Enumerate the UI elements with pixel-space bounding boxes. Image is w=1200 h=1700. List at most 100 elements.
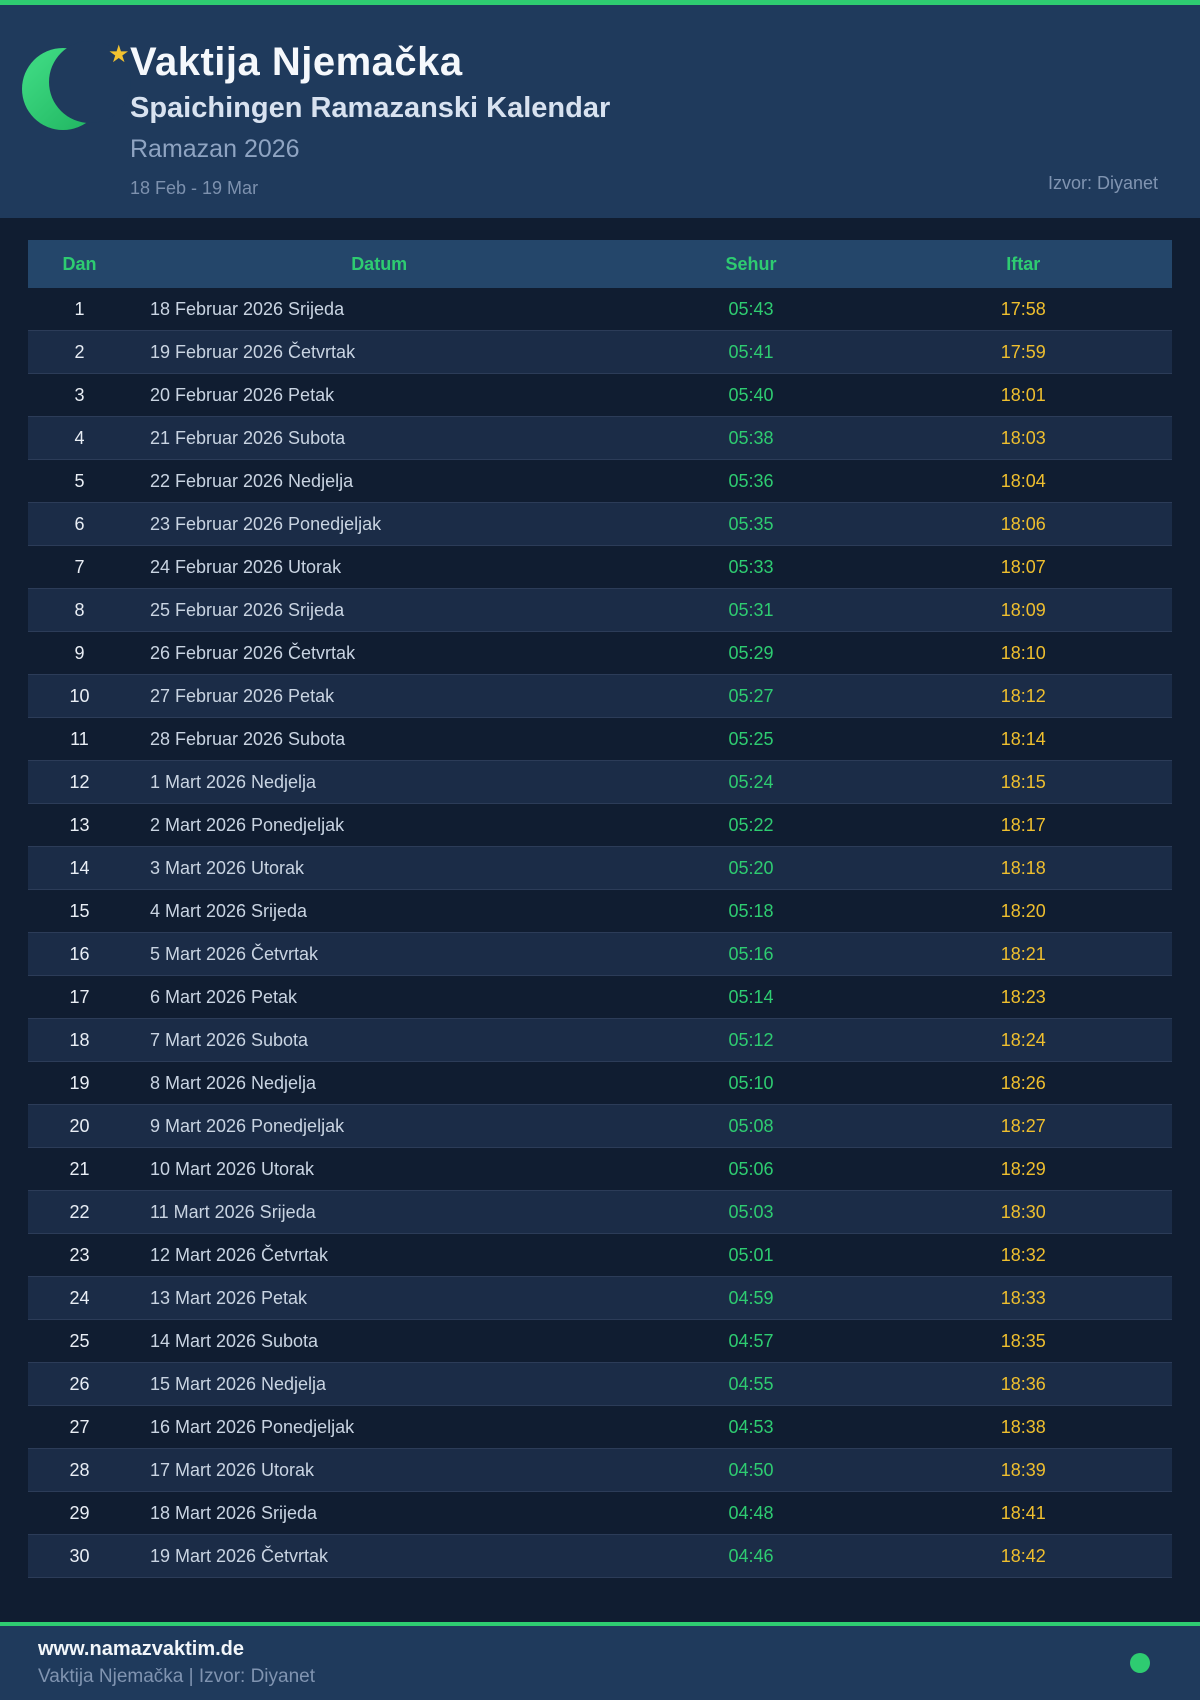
cell-datum: 15 Mart 2026 Nedjelja: [130, 1362, 628, 1406]
cell-sehur: 05:22: [627, 803, 875, 847]
cell-iftar: 18:21: [874, 932, 1172, 976]
table-row: 4 21 Februar 2026 Subota 05:38 18:03: [28, 416, 1172, 460]
cell-iftar: 18:10: [874, 631, 1172, 675]
table-row: 10 27 Februar 2026 Petak 05:27 18:12: [28, 674, 1172, 718]
cell-datum: 17 Mart 2026 Utorak: [130, 1448, 628, 1492]
cell-datum: 16 Mart 2026 Ponedjeljak: [130, 1405, 628, 1449]
cell-dan: 23: [28, 1233, 131, 1277]
table-row: 27 16 Mart 2026 Ponedjeljak 04:53 18:38: [28, 1405, 1172, 1449]
cell-sehur: 05:27: [627, 674, 875, 718]
cell-sehur: 05:10: [627, 1061, 875, 1105]
table-row: 15 4 Mart 2026 Srijeda 05:18 18:20: [28, 889, 1172, 933]
cell-dan: 12: [28, 760, 131, 804]
cell-iftar: 18:38: [874, 1405, 1172, 1449]
cell-datum: 9 Mart 2026 Ponedjeljak: [130, 1104, 628, 1148]
table-row: 18 7 Mart 2026 Subota 05:12 18:24: [28, 1018, 1172, 1062]
cell-dan: 22: [28, 1190, 131, 1234]
cell-iftar: 18:24: [874, 1018, 1172, 1062]
cell-dan: 1: [28, 288, 131, 331]
cell-datum: 7 Mart 2026 Subota: [130, 1018, 628, 1062]
cell-iftar: 18:32: [874, 1233, 1172, 1277]
table-body: 1 18 Februar 2026 Srijeda 05:43 17:58 2 19 Fe…: [28, 288, 1172, 1578]
cell-iftar: 18:42: [874, 1534, 1172, 1578]
cell-iftar: 18:09: [874, 588, 1172, 632]
cell-sehur: 04:55: [627, 1362, 875, 1406]
cell-sehur: 05:16: [627, 932, 875, 976]
cell-iftar: 18:36: [874, 1362, 1172, 1406]
footer-tagline: Vaktija Njemačka | Izvor: Diyanet: [38, 1666, 316, 1687]
cell-datum: 24 Februar 2026 Utorak: [130, 545, 628, 589]
cell-sehur: 04:48: [627, 1491, 875, 1535]
cell-dan: 6: [28, 502, 131, 546]
cell-datum: 19 Mart 2026 Četvrtak: [130, 1534, 628, 1578]
cell-datum: 22 Februar 2026 Nedjelja: [130, 459, 628, 503]
cell-sehur: 05:40: [627, 373, 875, 417]
cell-sehur: 05:03: [627, 1190, 875, 1234]
cell-datum: 23 Februar 2026 Ponedjeljak: [130, 502, 628, 546]
table-row: 29 18 Mart 2026 Srijeda 04:48 18:41: [28, 1491, 1172, 1535]
cell-dan: 24: [28, 1276, 131, 1320]
cell-dan: 20: [28, 1104, 131, 1148]
cell-datum: 1 Mart 2026 Nedjelja: [130, 760, 628, 804]
page-header: ★ Vaktija Njemačka Spaichingen Ramazansk…: [0, 5, 1200, 218]
cell-datum: 13 Mart 2026 Petak: [130, 1276, 628, 1320]
cell-sehur: 05:41: [627, 330, 875, 374]
calendar-table-section: Dan Datum Sehur Iftar 1 18 Februar 2026 S…: [28, 240, 1172, 1578]
cell-datum: 20 Februar 2026 Petak: [130, 373, 628, 417]
cell-sehur: 05:18: [627, 889, 875, 933]
cell-sehur: 05:01: [627, 1233, 875, 1277]
cell-sehur: 05:43: [627, 288, 875, 331]
table-row: 16 5 Mart 2026 Četvrtak 05:16 18:21: [28, 932, 1172, 976]
cell-iftar: 18:01: [874, 373, 1172, 417]
cell-iftar: 18:35: [874, 1319, 1172, 1363]
cell-dan: 27: [28, 1405, 131, 1449]
cell-iftar: 17:58: [874, 288, 1172, 331]
cell-dan: 8: [28, 588, 131, 632]
cell-iftar: 18:23: [874, 975, 1172, 1019]
page-title: Vaktija Njemačka: [130, 40, 463, 84]
cell-dan: 10: [28, 674, 131, 718]
cell-datum: 18 Februar 2026 Srijeda: [130, 288, 628, 331]
cell-iftar: 18:17: [874, 803, 1172, 847]
cell-iftar: 18:14: [874, 717, 1172, 761]
cell-datum: 21 Februar 2026 Subota: [130, 416, 628, 460]
cell-datum: 3 Mart 2026 Utorak: [130, 846, 628, 890]
table-row: 21 10 Mart 2026 Utorak 05:06 18:29: [28, 1147, 1172, 1191]
cell-iftar: 18:29: [874, 1147, 1172, 1191]
cell-datum: 11 Mart 2026 Srijeda: [130, 1190, 628, 1234]
cell-sehur: 05:24: [627, 760, 875, 804]
column-header-dan: Dan: [28, 240, 131, 288]
cell-dan: 18: [28, 1018, 131, 1062]
cell-sehur: 05:06: [627, 1147, 875, 1191]
footer-text-block: www.namazvaktim.de Vaktija Njemačka | Iz…: [38, 1638, 315, 1688]
cell-dan: 9: [28, 631, 131, 675]
table-row: 2 19 Februar 2026 Četvrtak 05:41 17:59: [28, 330, 1172, 374]
cell-dan: 25: [28, 1319, 131, 1363]
cell-datum: 8 Mart 2026 Nedjelja: [130, 1061, 628, 1105]
cell-dan: 26: [28, 1362, 131, 1406]
cell-iftar: 18:30: [874, 1190, 1172, 1234]
cell-sehur: 05:35: [627, 502, 875, 546]
table-row: 25 14 Mart 2026 Subota 04:57 18:35: [28, 1319, 1172, 1363]
table-row: 3 20 Februar 2026 Petak 05:40 18:01: [28, 373, 1172, 417]
cell-datum: 4 Mart 2026 Srijeda: [130, 889, 628, 933]
cell-sehur: 04:59: [627, 1276, 875, 1320]
crescent-moon-shape: [22, 41, 131, 130]
cell-dan: 29: [28, 1491, 131, 1535]
cell-dan: 3: [28, 373, 131, 417]
cell-datum: 6 Mart 2026 Petak: [130, 975, 628, 1019]
table-row: 26 15 Mart 2026 Nedjelja 04:55 18:36: [28, 1362, 1172, 1406]
cell-datum: 10 Mart 2026 Utorak: [130, 1147, 628, 1191]
cell-datum: 25 Februar 2026 Srijeda: [130, 588, 628, 632]
cell-sehur: 05:12: [627, 1018, 875, 1062]
table-row: 28 17 Mart 2026 Utorak 04:50 18:39: [28, 1448, 1172, 1492]
prayer-times-table: Dan Datum Sehur Iftar 1 18 Februar 2026 S…: [28, 240, 1172, 1578]
table-row: 22 11 Mart 2026 Srijeda 05:03 18:30: [28, 1190, 1172, 1234]
cell-datum: 18 Mart 2026 Srijeda: [130, 1491, 628, 1535]
cell-sehur: 05:14: [627, 975, 875, 1019]
cell-iftar: 18:07: [874, 545, 1172, 589]
cell-dan: 28: [28, 1448, 131, 1492]
table-row: 14 3 Mart 2026 Utorak 05:20 18:18: [28, 846, 1172, 890]
cell-dan: 7: [28, 545, 131, 589]
cell-iftar: 18:33: [874, 1276, 1172, 1320]
